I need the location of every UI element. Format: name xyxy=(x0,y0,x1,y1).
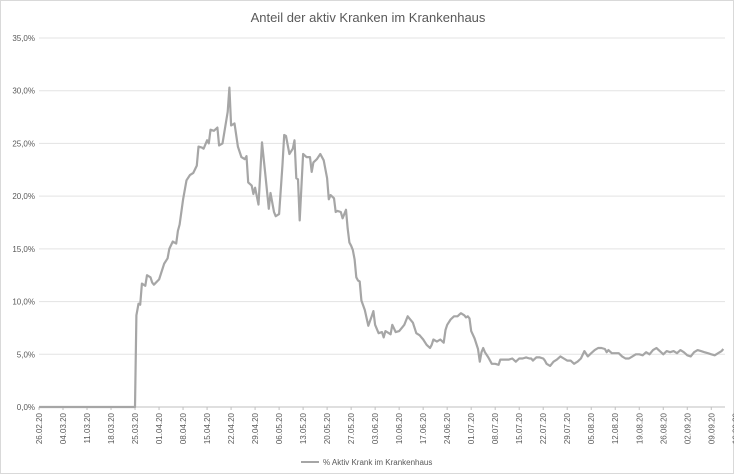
x-tick-label: 22.07.20 xyxy=(539,412,548,444)
x-tick-label: 29.04.20 xyxy=(251,412,260,444)
x-tick-label: 15.04.20 xyxy=(203,412,212,444)
x-tick-label: 10.06.20 xyxy=(395,412,404,444)
x-tick-label: 16.09.20 xyxy=(731,412,734,444)
y-tick-label: 25,0% xyxy=(12,139,35,148)
y-tick-label: 10,0% xyxy=(12,298,35,307)
y-tick-label: 0,0% xyxy=(17,403,35,412)
x-tick-label: 26.02.20 xyxy=(35,412,44,444)
x-tick-label: 05.08.20 xyxy=(587,412,596,444)
x-tick-label: 25.03.20 xyxy=(131,412,140,444)
x-tick-label: 12.08.20 xyxy=(611,412,620,444)
x-tick-label: 02.09.20 xyxy=(683,412,692,444)
x-tick-label: 26.08.20 xyxy=(659,412,668,444)
x-tick-label: 18.03.20 xyxy=(107,412,116,444)
x-tick-label: 19.08.20 xyxy=(635,412,644,444)
x-tick-label: 11.03.20 xyxy=(83,412,92,443)
y-axis-ticks: 0,0% 5,0% 10,0% 15,0% 20,0% 25,0% 30,0% 35,0% xyxy=(12,34,35,412)
chart-title: Anteil der aktiv Kranken im Krankenhaus xyxy=(251,10,486,25)
legend: % Aktiv Krank im Krankenhaus xyxy=(301,458,432,467)
x-tick-label: 17.06.20 xyxy=(419,412,428,444)
x-tick-label: 09.09.20 xyxy=(707,412,716,444)
series-layer xyxy=(39,86,725,409)
x-tick-label: 06.05.20 xyxy=(275,412,284,444)
x-tick-label: 13.05.20 xyxy=(299,412,308,444)
x-tick-label: 01.07.20 xyxy=(467,412,476,444)
gridlines xyxy=(39,37,725,408)
y-tick-label: 35,0% xyxy=(12,34,35,43)
y-tick-label: 5,0% xyxy=(17,350,35,359)
x-tick-label: 15.07.20 xyxy=(515,412,524,444)
y-tick-label: 20,0% xyxy=(12,192,35,201)
y-tick-label: 15,0% xyxy=(12,245,35,254)
x-tick-label: 04.03.20 xyxy=(59,412,68,444)
x-axis-ticks: 26.02.20 04.03.20 11.03.20 18.03.20 25.03.20… xyxy=(35,407,734,444)
legend-label: % Aktiv Krank im Krankenhaus xyxy=(323,458,432,467)
x-tick-label: 24.06.20 xyxy=(443,412,452,444)
x-tick-label: 27.05.20 xyxy=(347,412,356,444)
x-tick-label: 22.04.20 xyxy=(227,412,236,444)
x-tick-label: 08.04.20 xyxy=(179,412,188,444)
x-tick-label: 08.07.20 xyxy=(491,412,500,444)
x-tick-label: 29.07.20 xyxy=(563,412,572,444)
y-tick-label: 30,0% xyxy=(12,87,35,96)
series-line-0 xyxy=(39,86,725,409)
x-tick-label: 20.05.20 xyxy=(323,412,332,444)
x-tick-label: 03.06.20 xyxy=(371,412,380,444)
x-tick-label: 01.04.20 xyxy=(155,412,164,444)
